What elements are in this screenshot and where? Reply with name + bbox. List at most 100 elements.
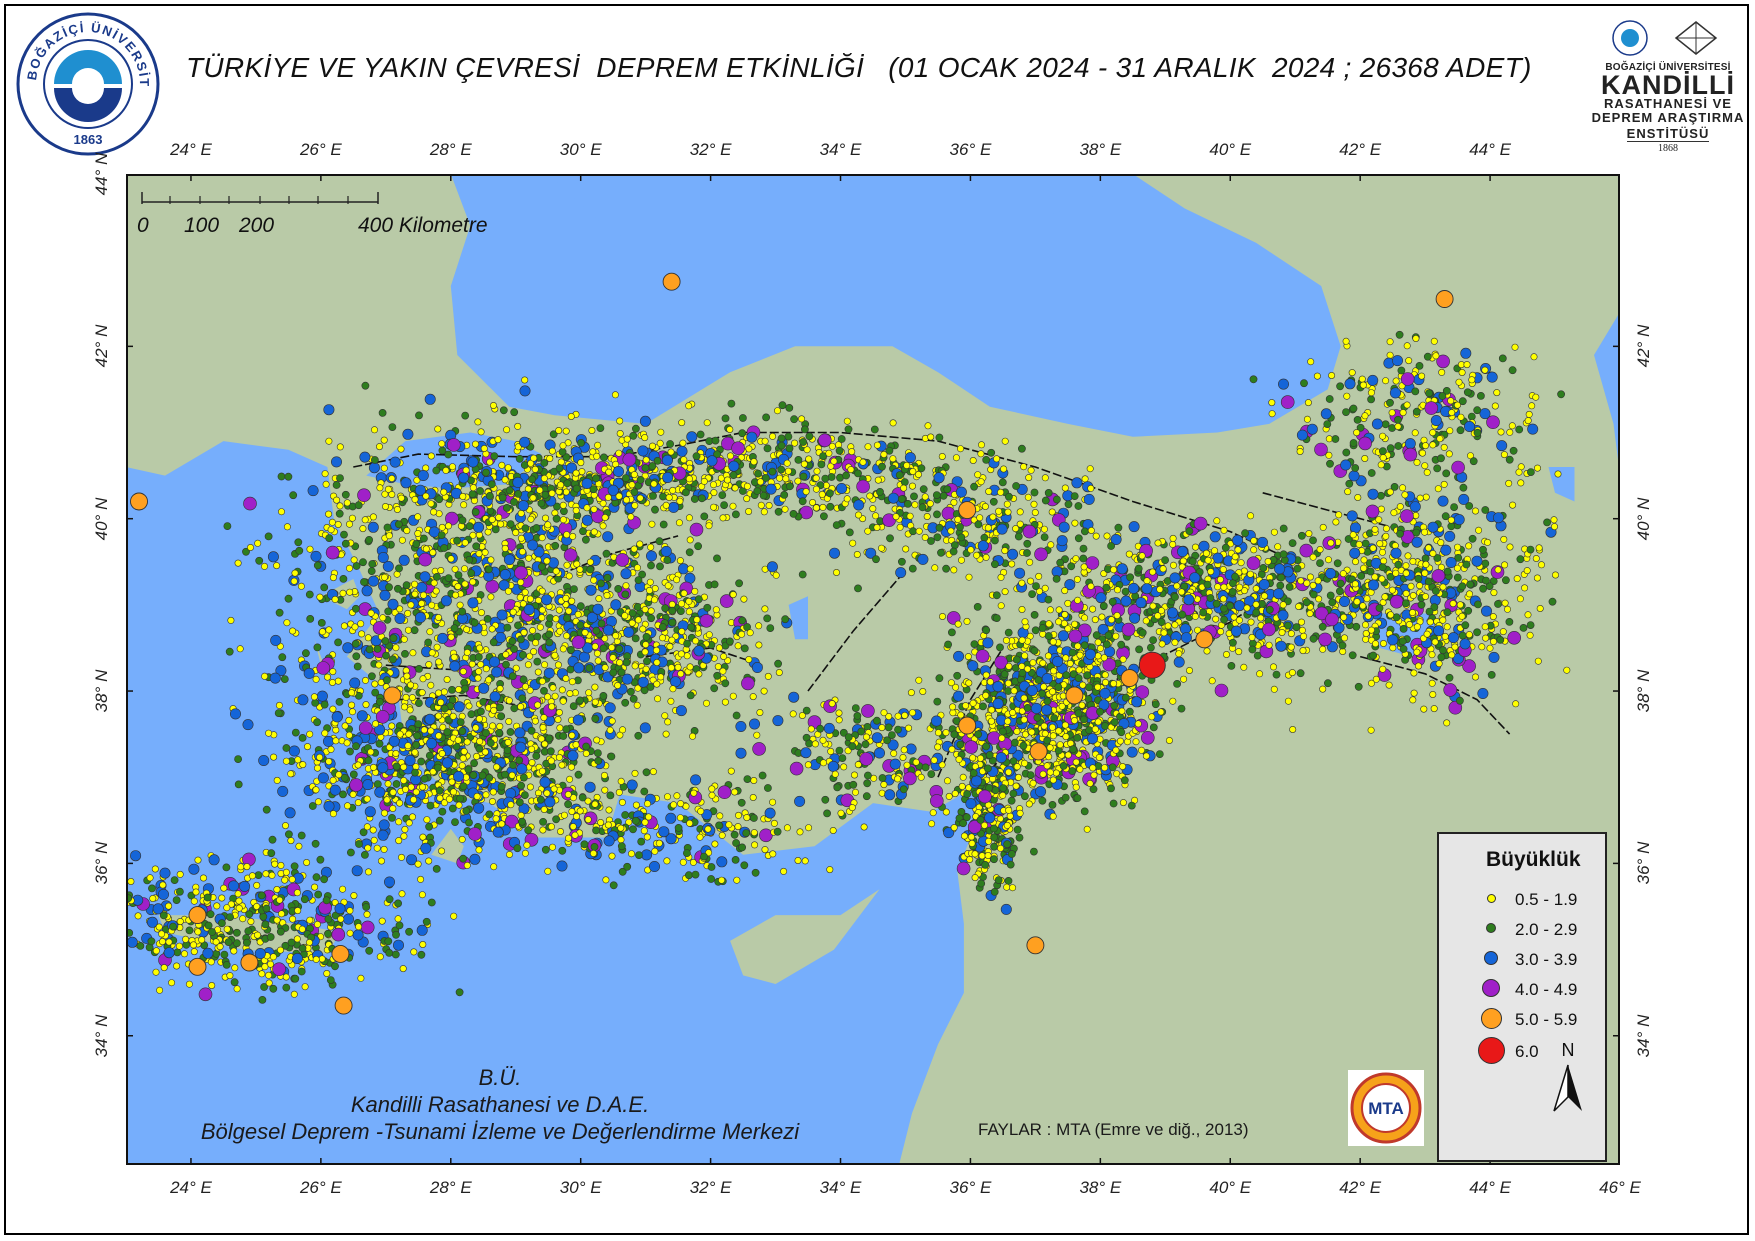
earthquake-point bbox=[1068, 767, 1077, 775]
earthquake-point bbox=[1349, 547, 1361, 559]
earthquake-point bbox=[1169, 534, 1177, 542]
earthquake-point bbox=[262, 805, 271, 814]
earthquake-point bbox=[423, 816, 431, 824]
earthquake-point bbox=[306, 545, 314, 553]
earthquake-point bbox=[1043, 697, 1052, 706]
earthquake-point bbox=[567, 413, 575, 421]
earthquake-point bbox=[1378, 575, 1386, 583]
earthquake-point bbox=[917, 464, 926, 473]
earthquake-point bbox=[307, 485, 319, 497]
earthquake-point bbox=[1414, 574, 1423, 583]
earthquake-point bbox=[566, 645, 575, 654]
earthquake-point bbox=[517, 578, 525, 586]
earthquake-point bbox=[482, 665, 490, 673]
earthquake-point bbox=[418, 689, 426, 697]
earthquake-point bbox=[637, 676, 649, 688]
earthquake-point bbox=[1352, 558, 1360, 566]
earthquake-point bbox=[426, 737, 438, 749]
earthquake-point bbox=[375, 709, 390, 724]
earthquake-point bbox=[278, 508, 286, 516]
earthquake-point bbox=[559, 645, 567, 653]
earthquake-point bbox=[1083, 825, 1091, 833]
earthquake-point bbox=[404, 609, 412, 617]
earthquake-point bbox=[1085, 726, 1094, 735]
earthquake-point bbox=[743, 495, 751, 503]
earthquake-point bbox=[616, 659, 624, 667]
earthquake-point bbox=[453, 701, 465, 713]
earthquake-point bbox=[576, 602, 585, 611]
earthquake-point bbox=[1246, 570, 1254, 578]
earthquake-point bbox=[254, 539, 262, 547]
earthquake-point bbox=[1216, 576, 1224, 584]
earthquake-point bbox=[664, 582, 672, 590]
earthquake-point bbox=[1054, 683, 1063, 691]
earthquake-point bbox=[1417, 600, 1426, 609]
earthquake-point bbox=[655, 537, 664, 546]
earthquake-point bbox=[726, 637, 734, 646]
earthquake-point bbox=[1021, 652, 1029, 660]
earthquake-point bbox=[1038, 624, 1047, 632]
earthquake-point bbox=[375, 739, 384, 748]
earthquake-point bbox=[569, 532, 577, 540]
earthquake-point bbox=[1362, 635, 1370, 643]
earthquake-point bbox=[476, 644, 484, 652]
earthquake-point bbox=[1258, 578, 1270, 590]
earthquake-point bbox=[385, 583, 393, 592]
earthquake-point bbox=[667, 448, 675, 456]
earthquake-point bbox=[1119, 762, 1127, 770]
earthquake-point bbox=[629, 695, 638, 703]
earthquake-point bbox=[485, 676, 493, 684]
earthquake-point bbox=[284, 594, 293, 603]
earthquake-point bbox=[521, 524, 530, 533]
earthquake-point bbox=[1257, 536, 1269, 548]
earthquake-point bbox=[306, 614, 315, 623]
earthquake-point bbox=[746, 629, 754, 637]
earthquake-point bbox=[592, 626, 601, 635]
earthquake-point bbox=[801, 425, 809, 434]
earthquake-point bbox=[361, 381, 370, 390]
kandilli-university: BOĞAZİÇİ ÜNİVERSİTESİ bbox=[1605, 62, 1731, 73]
earthquake-point bbox=[1142, 617, 1150, 625]
earthquake-point bbox=[485, 810, 494, 819]
earthquake-point bbox=[516, 593, 524, 601]
earthquake-point bbox=[977, 441, 985, 449]
earthquake-point bbox=[647, 614, 655, 623]
earthquake-point bbox=[1274, 543, 1282, 551]
earthquake-point bbox=[653, 680, 661, 688]
earthquake-point bbox=[1466, 580, 1475, 589]
earthquake-point bbox=[594, 441, 602, 449]
earthquake-point bbox=[543, 557, 551, 565]
earthquake-point bbox=[447, 633, 455, 641]
earthquake-point bbox=[1050, 714, 1059, 722]
earthquake-point bbox=[599, 644, 608, 653]
earthquake-point bbox=[1126, 746, 1138, 758]
earthquake-point bbox=[1149, 602, 1157, 610]
earthquake-point bbox=[282, 744, 291, 752]
earthquake-point bbox=[685, 608, 693, 616]
earthquake-point bbox=[329, 668, 337, 676]
earthquake-point bbox=[402, 581, 411, 590]
earthquake-point bbox=[1192, 543, 1200, 551]
earthquake-point bbox=[721, 679, 730, 688]
earthquake-point bbox=[267, 551, 279, 563]
earthquake-point bbox=[1121, 693, 1130, 702]
earthquake-point bbox=[1044, 632, 1053, 640]
earthquake-point bbox=[641, 849, 653, 861]
earthquake-point bbox=[482, 729, 490, 737]
earthquake-point bbox=[485, 773, 494, 782]
earthquake-point bbox=[1055, 618, 1063, 626]
earthquake-point bbox=[610, 599, 622, 611]
earthquake-point bbox=[331, 456, 343, 468]
earthquake-point bbox=[469, 578, 477, 586]
earthquake-point bbox=[594, 657, 602, 665]
earthquake-point bbox=[313, 561, 322, 570]
earthquake-point bbox=[1080, 641, 1089, 650]
earthquake-point bbox=[510, 645, 518, 653]
earthquake-point bbox=[1248, 645, 1257, 654]
earthquake-point bbox=[1010, 738, 1019, 747]
earthquake-point bbox=[1112, 632, 1120, 640]
earthquake-point bbox=[639, 625, 647, 633]
earthquake-point bbox=[593, 736, 601, 744]
earthquake-point bbox=[1221, 543, 1230, 552]
earthquake-point bbox=[1481, 506, 1490, 514]
